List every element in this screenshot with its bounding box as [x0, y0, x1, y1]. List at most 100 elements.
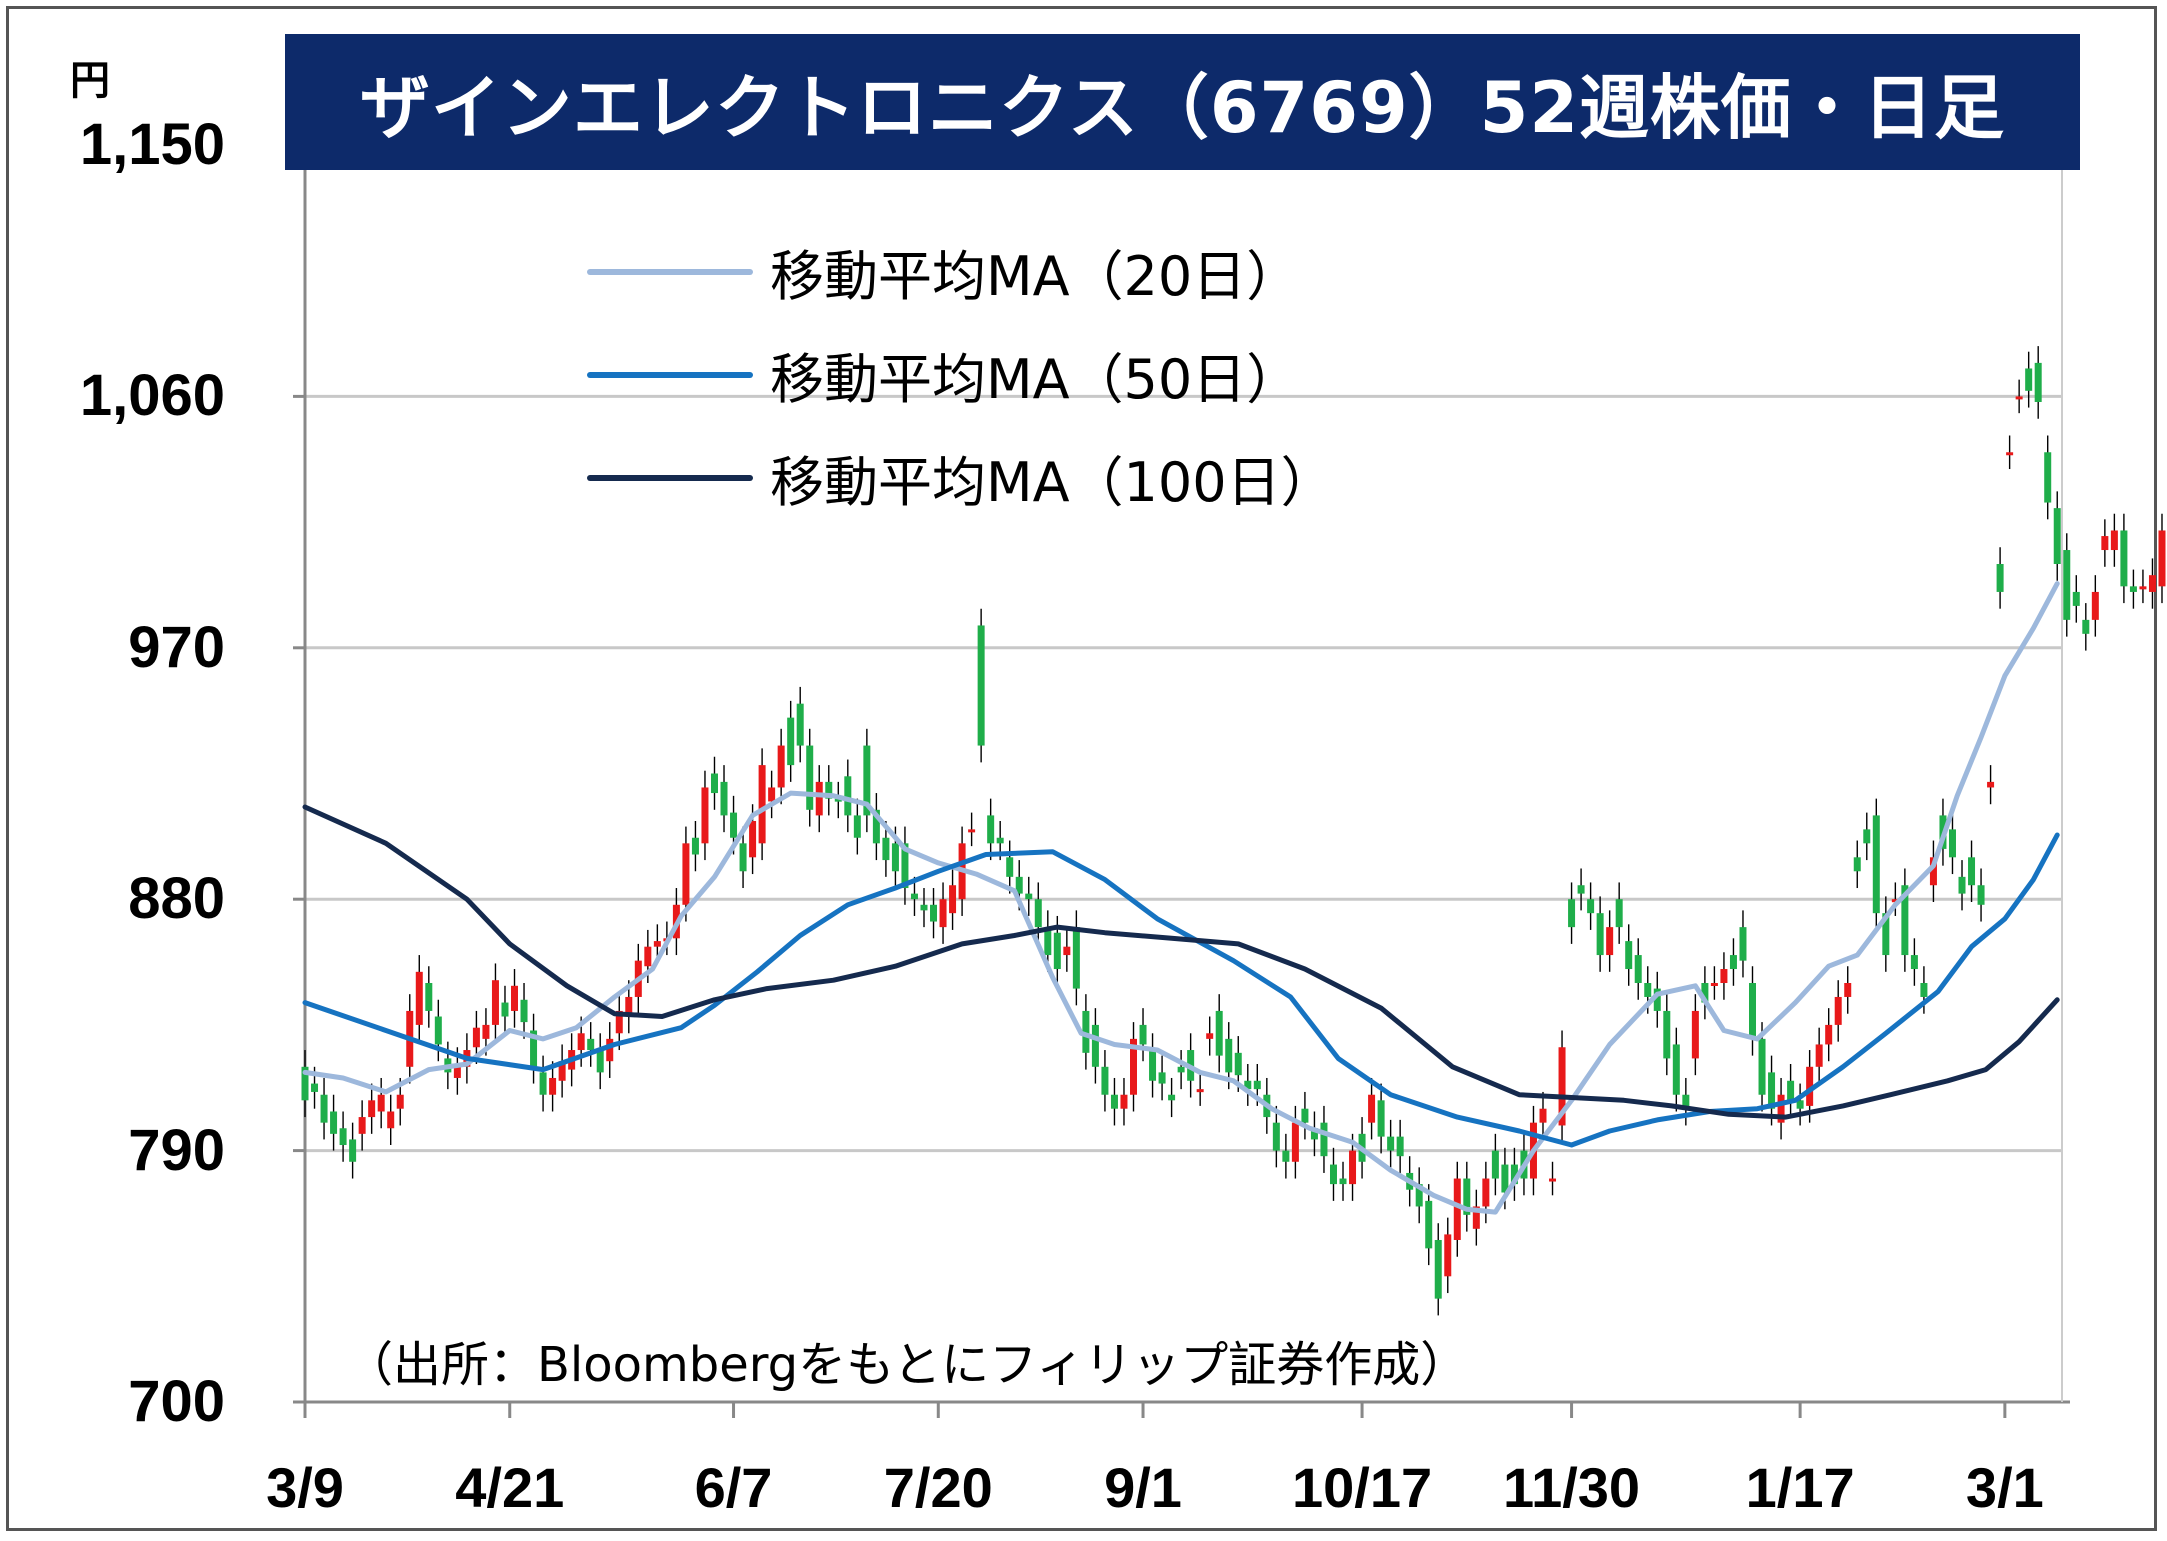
candle — [1291, 1105, 1299, 1179]
candle-body — [1149, 1050, 1157, 1081]
candle-body — [1958, 876, 1966, 894]
candle-body — [710, 773, 718, 794]
candle — [425, 966, 433, 1028]
candle-body — [1587, 899, 1595, 914]
legend-label-ma100: 移動平均MA（100日） — [770, 451, 1335, 514]
candle — [1301, 1091, 1309, 1140]
candle — [301, 1050, 309, 1118]
candle-body — [2015, 396, 2023, 400]
candle-body — [1825, 1024, 1833, 1045]
candle-body — [844, 776, 852, 816]
candle-body — [1653, 988, 1661, 1011]
candle-body — [777, 745, 785, 788]
candle-body — [1415, 1184, 1423, 1207]
candle — [1082, 994, 1090, 1070]
candle — [844, 759, 852, 833]
moving-average-lines — [302, 581, 2060, 1215]
candle — [1034, 882, 1042, 944]
candle-body — [625, 996, 633, 1017]
candle — [1596, 896, 1604, 972]
y-axis-unit: 円 — [70, 58, 110, 104]
candle — [520, 983, 528, 1039]
candle — [2025, 351, 2033, 408]
candle-body — [996, 837, 1004, 844]
candle — [1482, 1161, 1490, 1224]
candle-body — [1891, 899, 1899, 903]
candle-body — [1901, 885, 1909, 956]
x-tick-label: 9/1 — [1104, 1456, 1182, 1519]
candle — [1701, 966, 1709, 1020]
candle — [1387, 1119, 1395, 1168]
candle — [787, 700, 795, 782]
candle-body — [501, 1002, 509, 1017]
candle-body — [653, 941, 661, 947]
candle-body — [1644, 983, 1652, 997]
candle-body — [1282, 1150, 1290, 1162]
candle-body — [1768, 1072, 1776, 1109]
candle-body — [596, 1050, 604, 1073]
candle-body — [1872, 815, 1880, 914]
candle-body — [2120, 530, 2128, 587]
candle-body — [1196, 1089, 1204, 1093]
candle — [2072, 575, 2080, 623]
candle-body — [1606, 927, 1614, 956]
candle — [1615, 882, 1623, 944]
candle-body — [1710, 983, 1718, 986]
candle-body — [1130, 1038, 1138, 1095]
candle — [1434, 1223, 1442, 1316]
candle — [863, 728, 871, 833]
candle — [1796, 1083, 1804, 1126]
candle — [1206, 1016, 1214, 1056]
candle-body — [1015, 876, 1023, 894]
candle-body — [787, 717, 795, 766]
candle-body — [1987, 781, 1995, 788]
candle — [1606, 910, 1614, 972]
candle — [2148, 558, 2156, 609]
candle-body — [1577, 885, 1585, 894]
candle — [853, 798, 861, 855]
candle — [1091, 1008, 1099, 1084]
candle — [739, 826, 747, 889]
candle — [1425, 1184, 1433, 1266]
candle — [806, 728, 814, 827]
x-tick-label: 1/17 — [1745, 1456, 1855, 1519]
candle-body — [1749, 983, 1757, 1039]
candle-body — [1758, 1038, 1766, 1095]
candle-body — [2139, 586, 2147, 590]
candle — [968, 812, 976, 847]
candle-body — [863, 745, 871, 816]
candle-body — [1044, 927, 1052, 956]
candle-body — [520, 999, 528, 1023]
candle — [1168, 1077, 1176, 1118]
candle — [901, 826, 909, 905]
candle-body — [2053, 508, 2061, 564]
candle-body — [358, 1117, 366, 1134]
candle-body — [587, 1038, 595, 1051]
candle-body — [549, 1077, 557, 1095]
candle — [1463, 1161, 1471, 1232]
candle — [1368, 1077, 1376, 1140]
y-tick-label: 790 — [128, 1117, 225, 1183]
candle — [1396, 1119, 1404, 1173]
candle — [1653, 971, 1661, 1028]
candle-body — [1234, 1052, 1242, 1076]
candle-body — [453, 1064, 461, 1078]
candle-body — [1101, 1066, 1109, 1095]
candle-body — [1834, 996, 1842, 1025]
candle-body — [739, 843, 747, 872]
candle — [501, 985, 509, 1034]
candle — [1672, 1027, 1680, 1112]
ma-line-0 — [302, 581, 2060, 1215]
candle-body — [1463, 1178, 1471, 1215]
candle-body — [2148, 575, 2156, 592]
candle — [1710, 966, 1718, 1000]
candle-body — [1863, 829, 1871, 844]
candle — [358, 1100, 366, 1151]
candle-body — [891, 843, 899, 872]
candle-body — [615, 1010, 623, 1034]
candle-body — [1206, 1033, 1214, 1039]
candle — [920, 888, 928, 928]
candle — [1282, 1133, 1290, 1179]
candle-body — [2158, 530, 2166, 587]
candle-body — [472, 1027, 480, 1048]
